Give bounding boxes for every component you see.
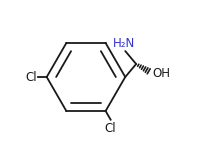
Text: Cl: Cl xyxy=(105,122,116,135)
Text: H₂N: H₂N xyxy=(113,36,135,49)
Text: Cl: Cl xyxy=(26,71,38,83)
Text: OH: OH xyxy=(152,67,170,80)
